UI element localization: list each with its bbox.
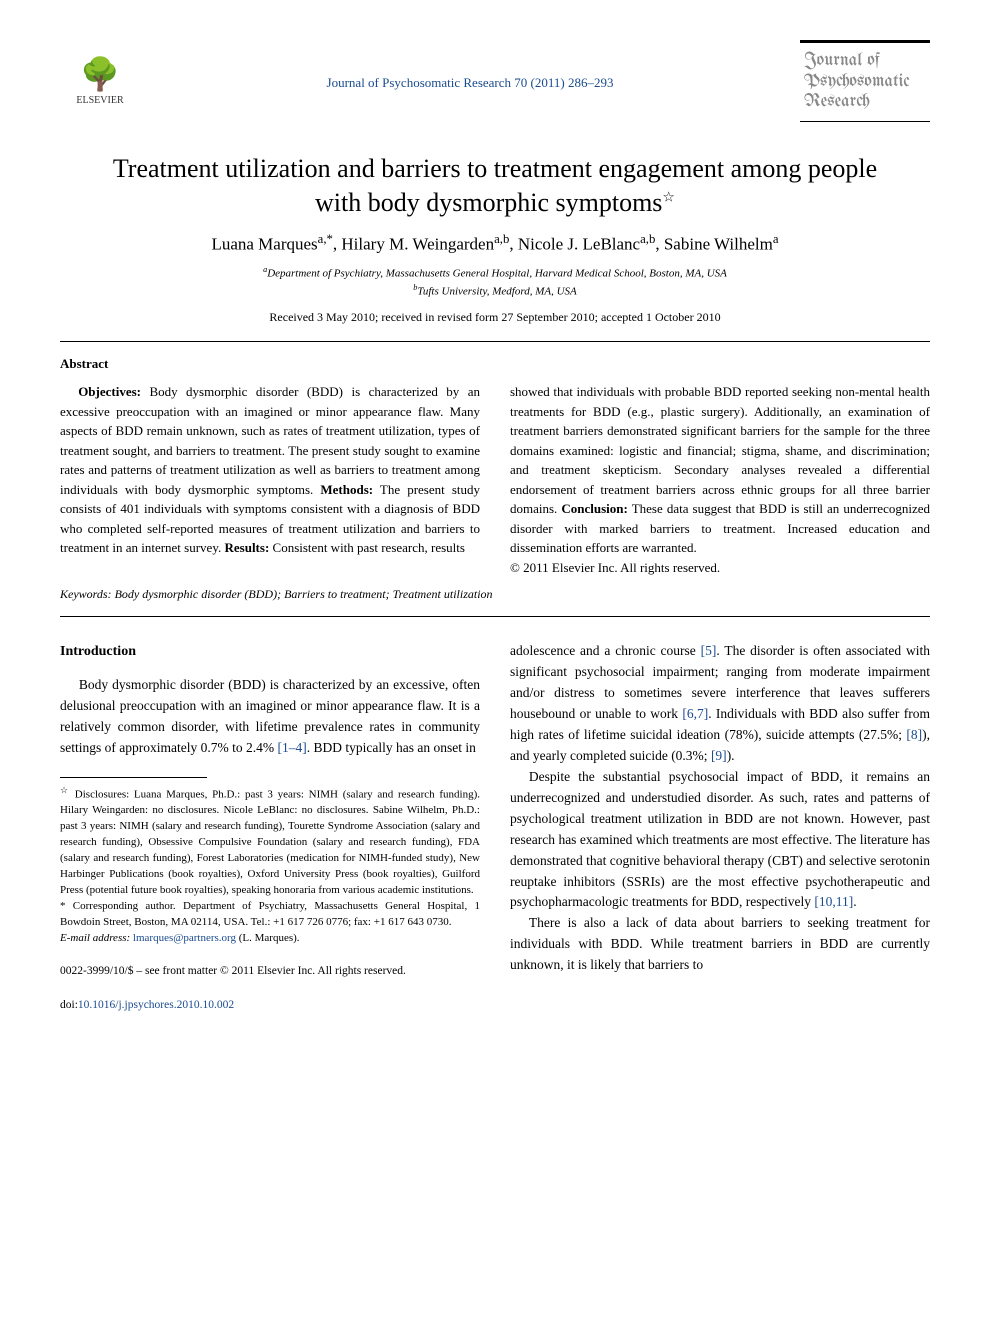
journal-name-line3: Research: [804, 92, 926, 113]
title-line2: with body dysmorphic symptoms: [315, 188, 662, 217]
journal-reference: Journal of Psychosomatic Research 70 (20…: [140, 40, 800, 91]
abstract-heading: Abstract: [60, 356, 930, 372]
intro-para-1: Body dysmorphic disorder (BDD) is charac…: [60, 675, 480, 759]
results-label: Results:: [225, 540, 270, 555]
doi-link[interactable]: 10.1016/j.jpsychores.2010.10.002: [78, 999, 234, 1011]
author-4: Sabine Wilhelm: [664, 234, 773, 253]
page-header: 🌳 ELSEVIER Journal of Psychosomatic Rese…: [60, 40, 930, 122]
abstract-cont: showed that individuals with probable BD…: [510, 384, 930, 516]
author-3-sup: a,b: [640, 232, 655, 246]
abstract-left-col: Objectives: Body dysmorphic disorder (BD…: [60, 382, 480, 577]
author-3: Nicole J. LeBlanc: [518, 234, 640, 253]
abstract-columns: Objectives: Body dysmorphic disorder (BD…: [60, 382, 930, 577]
article-title: Treatment utilization and barriers to tr…: [60, 152, 930, 220]
divider-top: [60, 341, 930, 342]
cite-10-11[interactable]: [10,11]: [814, 894, 853, 909]
title-block: Treatment utilization and barriers to tr…: [60, 152, 930, 325]
email-who: (L. Marques).: [236, 932, 300, 944]
right-para-1: adolescence and a chronic course [5]. Th…: [510, 641, 930, 767]
author-4-sup: a: [773, 232, 779, 246]
publisher-name: ELSEVIER: [76, 95, 123, 106]
keywords-text: Body dysmorphic disorder (BDD); Barriers…: [112, 587, 493, 601]
body-left-col: Introduction Body dysmorphic disorder (B…: [60, 641, 480, 1014]
body-columns: Introduction Body dysmorphic disorder (B…: [60, 641, 930, 1014]
journal-name-line1: Journal of: [804, 51, 926, 72]
cite-6-7[interactable]: [6,7]: [682, 706, 708, 721]
cite-9[interactable]: [9]: [711, 748, 727, 763]
conclusion-label: Conclusion:: [561, 501, 627, 516]
email-footnote: E-mail address: lmarques@partners.org (L…: [60, 931, 480, 947]
corresponding-footnote: * Corresponding author. Department of Ps…: [60, 899, 480, 931]
authors-line: Luana Marquesa,*, Hilary M. Weingardena,…: [60, 232, 930, 255]
footnote-rule: [60, 777, 207, 778]
email-link[interactable]: lmarques@partners.org: [133, 932, 236, 944]
abstract-section: Abstract Objectives: Body dysmorphic dis…: [60, 356, 930, 602]
divider-bottom: [60, 616, 930, 617]
doi-line: doi:10.1016/j.jpsychores.2010.10.002: [60, 997, 480, 1015]
affiliation-b-text: Tufts University, Medford, MA, USA: [417, 286, 576, 298]
email-label: E-mail address:: [60, 932, 130, 944]
asterisk-icon: *: [60, 900, 66, 912]
affiliation-a: aDepartment of Psychiatry, Massachusetts…: [60, 264, 930, 282]
star-icon: ☆: [60, 785, 70, 795]
disclosure-footnote: ☆ Disclosures: Luana Marques, Ph.D.: pas…: [60, 784, 480, 899]
cite-8[interactable]: [8]: [906, 727, 922, 742]
corresponding-text: Corresponding author. Department of Psyc…: [60, 900, 480, 928]
article-dates: Received 3 May 2010; received in revised…: [60, 310, 930, 325]
cite-5[interactable]: [5]: [701, 643, 717, 658]
body-right-col: adolescence and a chronic course [5]. Th…: [510, 641, 930, 1014]
right-para-2: Despite the substantial psychosocial imp…: [510, 767, 930, 913]
affiliation-a-text: Department of Psychiatry, Massachusetts …: [267, 268, 727, 280]
publisher-logo: 🌳 ELSEVIER: [60, 40, 140, 120]
abstract-copyright: © 2011 Elsevier Inc. All rights reserved…: [510, 560, 720, 575]
objectives-text: Body dysmorphic disorder (BDD) is charac…: [60, 384, 480, 497]
right-para-3: There is also a lack of data about barri…: [510, 913, 930, 976]
affiliation-b: bTufts University, Medford, MA, USA: [60, 282, 930, 300]
rp1e: ).: [727, 748, 735, 763]
doi-label: doi:: [60, 999, 78, 1011]
elsevier-tree-icon: 🌳: [80, 55, 120, 93]
introduction-heading: Introduction: [60, 641, 480, 663]
author-1-sup: a,*: [318, 232, 333, 246]
author-2: Hilary M. Weingarden: [341, 234, 494, 253]
keywords-label: Keywords:: [60, 587, 112, 601]
abstract-right-col: showed that individuals with probable BD…: [510, 382, 930, 577]
journal-title-box: Journal of Psychosomatic Research: [800, 40, 930, 122]
intro-p1b: . BDD typically has an onset in: [307, 740, 476, 755]
disclosure-text: Disclosures: Luana Marques, Ph.D.: past …: [60, 788, 480, 896]
author-2-sup: a,b: [494, 232, 509, 246]
keywords-line: Keywords: Body dysmorphic disorder (BDD)…: [60, 587, 930, 602]
objectives-label: Objectives:: [78, 384, 141, 399]
title-line1: Treatment utilization and barriers to tr…: [113, 154, 877, 183]
rp2a: Despite the substantial psychosocial imp…: [510, 769, 930, 910]
cite-1-4[interactable]: [1–4]: [277, 740, 306, 755]
abstract-right-para: showed that individuals with probable BD…: [510, 382, 930, 577]
journal-name-line2: Psychosomatic: [804, 72, 926, 93]
rp2b: .: [853, 894, 856, 909]
front-matter-line: 0022-3999/10/$ – see front matter © 2011…: [60, 963, 480, 981]
footnotes-block: ☆ Disclosures: Luana Marques, Ph.D.: pas…: [60, 784, 480, 947]
title-star-icon: ☆: [662, 190, 675, 205]
results-text: Consistent with past research, results: [269, 540, 465, 555]
abstract-left-para: Objectives: Body dysmorphic disorder (BD…: [60, 382, 480, 558]
methods-label: Methods:: [320, 482, 373, 497]
rp1a: adolescence and a chronic course: [510, 643, 701, 658]
author-1: Luana Marques: [211, 234, 317, 253]
